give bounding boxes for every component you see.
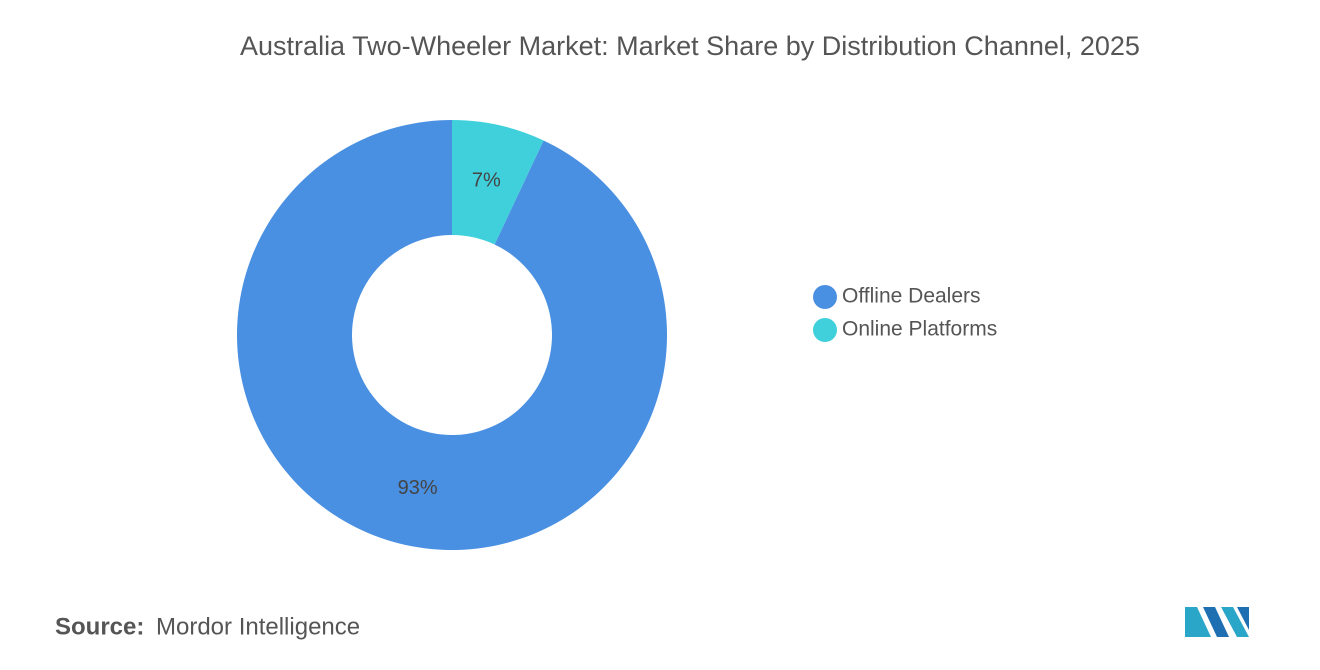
donut-slice [452, 120, 544, 245]
logo-shape [1221, 607, 1249, 637]
legend-swatch [813, 318, 837, 342]
source-text: Mordor Intelligence [156, 613, 360, 640]
data-label: 7% [472, 170, 501, 192]
logo-shape [1203, 607, 1229, 637]
legend: Offline Dealers Online Platforms [813, 285, 997, 342]
legend-label: Online Platforms [842, 318, 997, 341]
source-label: Source: [55, 613, 144, 640]
logo-shape [1185, 607, 1211, 637]
logo [1185, 607, 1249, 637]
legend-label: Offline Dealers [842, 285, 981, 308]
legend-swatch [813, 285, 837, 309]
donut-slice [236, 120, 668, 550]
data-label: 93% [398, 477, 438, 499]
logo-shape [1237, 607, 1249, 630]
plot-area: 93% 7% [236, 120, 668, 550]
chart-title: Australia Two-Wheeler Market: Market Sha… [240, 31, 1140, 61]
